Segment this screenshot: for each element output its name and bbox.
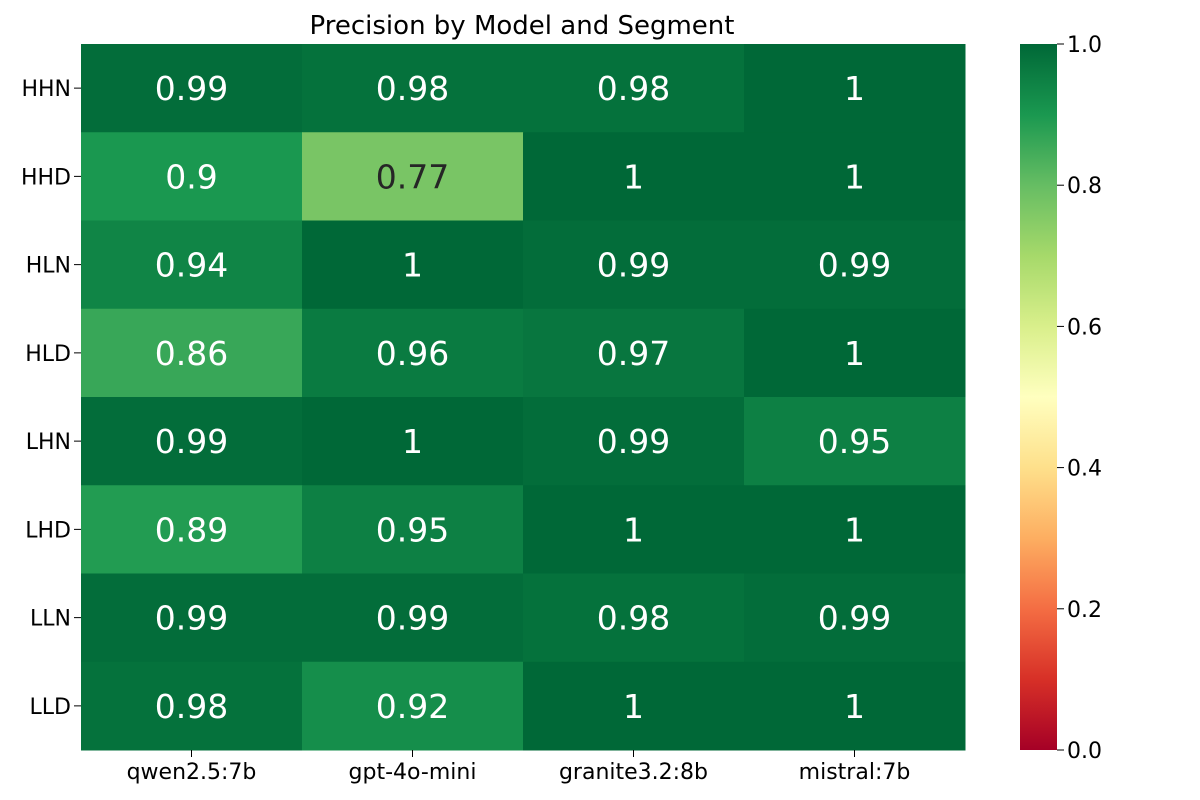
heatmap-cell [81,397,303,486]
x-tick-label: granite3.2:8b [559,760,708,785]
cell-value-label: 1 [623,510,644,549]
cell-value-label: 0.99 [818,599,891,638]
heatmap-cell [81,485,303,574]
cell-value-label: 1 [844,687,865,726]
heatmap-cell [744,485,966,574]
heatmap-cell [523,132,745,221]
cell-value-label: 0.94 [155,246,228,285]
heatmap-cell [302,220,524,310]
y-tick-label: HLD [25,342,71,367]
cell-value-label: 0.98 [597,599,670,638]
heatmap-cell [523,661,745,751]
heatmap-cell [744,397,966,486]
cell-value-label: 0.77 [376,157,449,196]
cell-value-label: 1 [844,69,865,108]
cell-value-label: 1 [844,510,865,549]
cell-value-label: 0.96 [376,334,449,373]
colorbar-tick-label: 0.6 [1067,315,1102,340]
heatmap-cell [81,220,303,310]
heatmap-cell [744,132,966,221]
cell-value-label: 0.92 [376,687,449,726]
cell-value-label: 0.99 [155,422,228,461]
cell-value-label: 0.99 [597,422,670,461]
y-tick-label: LHN [26,430,71,455]
cell-value-label: 1 [402,246,423,285]
heatmap-cell [523,573,745,663]
heatmap-cell [302,308,524,398]
cell-value-label: 1 [844,157,865,196]
colorbar [1020,44,1057,750]
heatmap-cell [302,485,524,574]
heatmap-cell [81,132,303,221]
heatmap-cell [81,661,303,751]
colorbar-tick-label: 0.8 [1067,174,1102,199]
heatmap-cell [523,44,745,133]
heatmap-cell [302,573,524,663]
heatmap-cell [744,573,966,663]
x-tick-label: mistral:7b [799,760,911,785]
colorbar-tick-label: 1.0 [1067,33,1102,58]
y-tick-label: HHN [21,77,71,102]
y-tick-label: HHD [21,165,71,190]
cell-value-label: 0.99 [818,246,891,285]
row-labels: HHN HHD HLN HLD LHN LHD LLN LLD [21,77,81,720]
cell-value-label: 0.99 [376,599,449,638]
colorbar-tick-label: 0.0 [1067,739,1102,764]
cell-value-label: 1 [623,157,644,196]
heatmap-cell [81,573,303,663]
heatmap-cell [81,44,303,133]
heatmap-cell [523,220,745,310]
colorbar-tick-label: 0.2 [1067,598,1102,623]
heatmap-cell [744,220,966,310]
heatmap-cell [523,308,745,398]
chart-title: Precision by Model and Segment [310,11,735,41]
cell-value-label: 0.86 [155,334,228,373]
x-tick-label: qwen2.5:7b [127,760,257,785]
cell-value-label: 0.99 [155,69,228,108]
heatmap-cell [523,397,745,486]
cell-annotations: 0.99 0.98 0.98 1 0.9 0.77 1 1 0.94 1 0.99 0.99 0.86 0… [155,69,891,726]
cell-value-label: 0.99 [155,599,228,638]
colorbar-ticks: 0.0 0.2 0.4 0.6 0.8 1.0 [1057,33,1102,764]
cell-value-label: 0.95 [818,422,891,461]
cell-value-label: 0.98 [597,69,670,108]
cell-value-label: 0.97 [597,334,670,373]
cell-value-label: 0.99 [597,246,670,285]
y-tick-label: LLD [30,695,71,720]
y-tick-label: HLN [26,254,71,279]
cell-value-label: 1 [402,422,423,461]
heatmap-cells [81,44,966,751]
heatmap-cell [744,44,966,133]
cell-value-label: 0.95 [376,510,449,549]
cell-value-label: 0.89 [155,510,228,549]
x-tick-label: gpt-4o-mini [349,760,477,785]
heatmap-cell [302,44,524,133]
y-tick-label: LLN [30,607,71,632]
heatmap-cell [302,397,524,486]
heatmap-cell [302,661,524,751]
cell-value-label: 0.98 [155,687,228,726]
cell-value-label: 1 [844,334,865,373]
heatmap-cell [523,485,745,574]
heatmap-cell [302,132,524,221]
y-tick-label: LHD [25,518,71,543]
cell-value-label: 0.98 [376,69,449,108]
column-labels: qwen2.5:7b gpt-4o-mini granite3.2:8b mistra… [127,750,911,785]
cell-value-label: 0.9 [165,157,217,196]
cell-value-label: 1 [623,687,644,726]
heatmap-cell [744,661,966,751]
heatmap-cell [744,308,966,398]
heatmap-cell [81,308,303,398]
colorbar-tick-label: 0.4 [1067,457,1102,482]
